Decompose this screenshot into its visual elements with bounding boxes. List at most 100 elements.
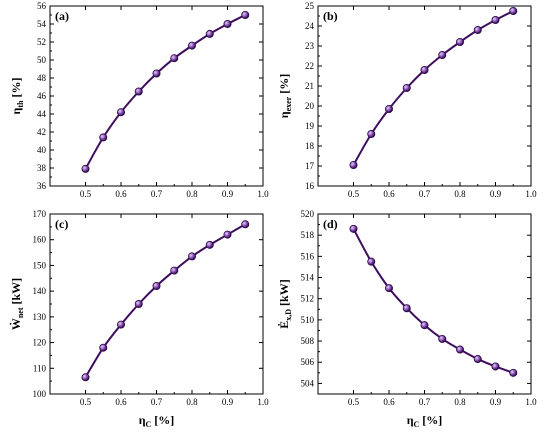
x-axis-label-main-d: η (407, 413, 414, 427)
data-point-c-9 (241, 220, 250, 229)
y-tick-label-a-1: 38 (37, 163, 47, 173)
y-tick-label-d-4: 512 (301, 294, 315, 304)
data-point-a-1 (99, 133, 108, 142)
data-point-a-9 (241, 10, 250, 19)
y-tick-label-b-3: 19 (305, 121, 315, 131)
y-tick-label-c-3: 130 (33, 312, 47, 322)
x-tick-label-c-5: 1.0 (257, 397, 269, 407)
data-point-c-2 (117, 320, 126, 329)
data-point-d-6 (455, 345, 464, 354)
data-point-c-8 (223, 230, 232, 239)
y-tick-label-d-3: 510 (301, 315, 315, 325)
y-tick-label-a-8: 52 (37, 37, 46, 47)
y-tick-label-a-5: 46 (37, 91, 47, 101)
data-point-b-3 (402, 84, 411, 93)
x-tick-label-a-3: 0.8 (186, 189, 198, 199)
x-tick-label-d-0: 0.5 (348, 397, 360, 407)
data-point-c-3 (134, 299, 143, 308)
data-point-a-2 (117, 108, 126, 117)
data-point-a-0 (81, 164, 90, 173)
x-tick-label-a-4: 0.9 (222, 189, 234, 199)
y-tick-label-c-4: 140 (33, 286, 47, 296)
x-tick-label-b-3: 0.8 (454, 189, 466, 199)
data-point-b-2 (384, 105, 393, 114)
x-axis-label-sub-c: C (146, 420, 152, 429)
data-point-d-0 (349, 224, 358, 233)
plot-frame-a (49, 5, 264, 187)
x-tick-label-c-1: 0.6 (115, 397, 127, 407)
y-tick-label-d-2: 508 (301, 336, 315, 346)
series-line-b (352, 10, 514, 166)
y-axis-label-d: Ėx,D [kW] (277, 279, 293, 328)
y-tick-label-a-10: 56 (37, 1, 47, 11)
data-point-b-1 (367, 129, 376, 138)
y-tick-label-b-6: 22 (305, 61, 314, 71)
data-point-a-5 (170, 54, 179, 63)
y-axis-label-a: ηth [%] (9, 78, 25, 115)
plot-frame-c (49, 213, 264, 395)
x-axis-label-d: ηC [%] (407, 413, 443, 429)
y-tick-label-c-5: 150 (33, 260, 47, 270)
chart-panel-c: 0.5 0.6 0.7 0.8 0.9 1.0 100 110 120 130 140 150 160 1… (9, 209, 269, 429)
y-axis-label-unit-c: [kW] (9, 278, 23, 308)
x-tick-label-b-2: 0.7 (419, 189, 431, 199)
y-tick-label-d-8: 520 (301, 209, 315, 219)
x-tick-label-d-1: 0.6 (383, 397, 395, 407)
x-tick-label-b-0: 0.5 (348, 189, 360, 199)
x-axis-label-main-c: η (139, 413, 146, 427)
data-point-d-2 (384, 284, 393, 293)
y-tick-label-d-6: 516 (301, 251, 315, 261)
y-tick-label-c-6: 160 (33, 235, 47, 245)
y-axis-label-main-d: Ė (277, 321, 291, 329)
y-tick-label-c-2: 120 (33, 338, 47, 348)
y-tick-label-a-9: 54 (37, 19, 47, 29)
y-tick-label-a-4: 44 (37, 109, 47, 119)
data-point-d-4 (420, 321, 429, 330)
y-axis-label-unit-b: [%] (277, 74, 291, 97)
y-tick-label-b-4: 20 (305, 101, 315, 111)
chart-panel-b: 0.5 0.6 0.7 0.8 0.9 1.0 16 17 18 19 20 21 22 23 24 25 (b… (277, 1, 537, 199)
data-point-a-7 (205, 29, 214, 38)
data-point-c-0 (81, 373, 90, 382)
y-tick-label-b-9: 25 (305, 1, 315, 11)
data-point-c-6 (187, 252, 196, 261)
x-tick-label-c-0: 0.5 (80, 397, 92, 407)
y-tick-label-a-6: 48 (37, 73, 47, 83)
x-tick-label-c-2: 0.7 (151, 397, 163, 407)
y-tick-label-b-7: 23 (305, 41, 315, 51)
y-axis-label-c: Ẇnet [kW] (9, 278, 25, 330)
data-point-a-8 (223, 19, 232, 28)
data-point-b-0 (349, 160, 358, 169)
y-axis-label-b: ηexer [%] (277, 74, 293, 118)
y-tick-label-b-8: 24 (305, 21, 315, 31)
y-axis-label-sub-d: x,D (284, 309, 293, 321)
x-axis-label-sub-d: C (414, 420, 420, 429)
plot-frame-b (317, 5, 532, 187)
data-point-c-5 (170, 266, 179, 275)
panel-label-d: (d) (323, 217, 338, 231)
y-axis-label-sub-a: th (16, 100, 25, 108)
data-point-b-7 (473, 25, 482, 34)
y-tick-label-d-0: 504 (301, 378, 315, 388)
y-tick-label-b-5: 21 (305, 81, 314, 91)
data-point-b-9 (509, 7, 518, 15)
y-axis-label-main-c: Ẇ (9, 318, 23, 330)
y-tick-label-c-1: 110 (33, 363, 47, 373)
panel-label-a: (a) (55, 9, 69, 23)
x-tick-label-a-1: 0.6 (115, 189, 127, 199)
y-tick-label-d-7: 518 (301, 230, 315, 240)
y-axis-label-unit-d: [kW] (277, 279, 291, 309)
y-tick-label-d-1: 506 (301, 357, 315, 367)
x-tick-label-c-3: 0.8 (186, 397, 198, 407)
y-tick-label-c-7: 170 (33, 209, 47, 219)
data-point-a-6 (187, 41, 196, 50)
y-tick-label-b-0: 16 (305, 181, 315, 191)
x-axis-label-unit-c: [%] (151, 413, 174, 427)
x-tick-label-d-2: 0.7 (419, 397, 431, 407)
x-tick-label-d-4: 0.9 (490, 397, 502, 407)
data-point-b-4 (420, 66, 429, 75)
panel-label-b: (b) (323, 9, 338, 23)
series-line-d (352, 228, 514, 374)
y-tick-label-a-0: 36 (37, 181, 47, 191)
